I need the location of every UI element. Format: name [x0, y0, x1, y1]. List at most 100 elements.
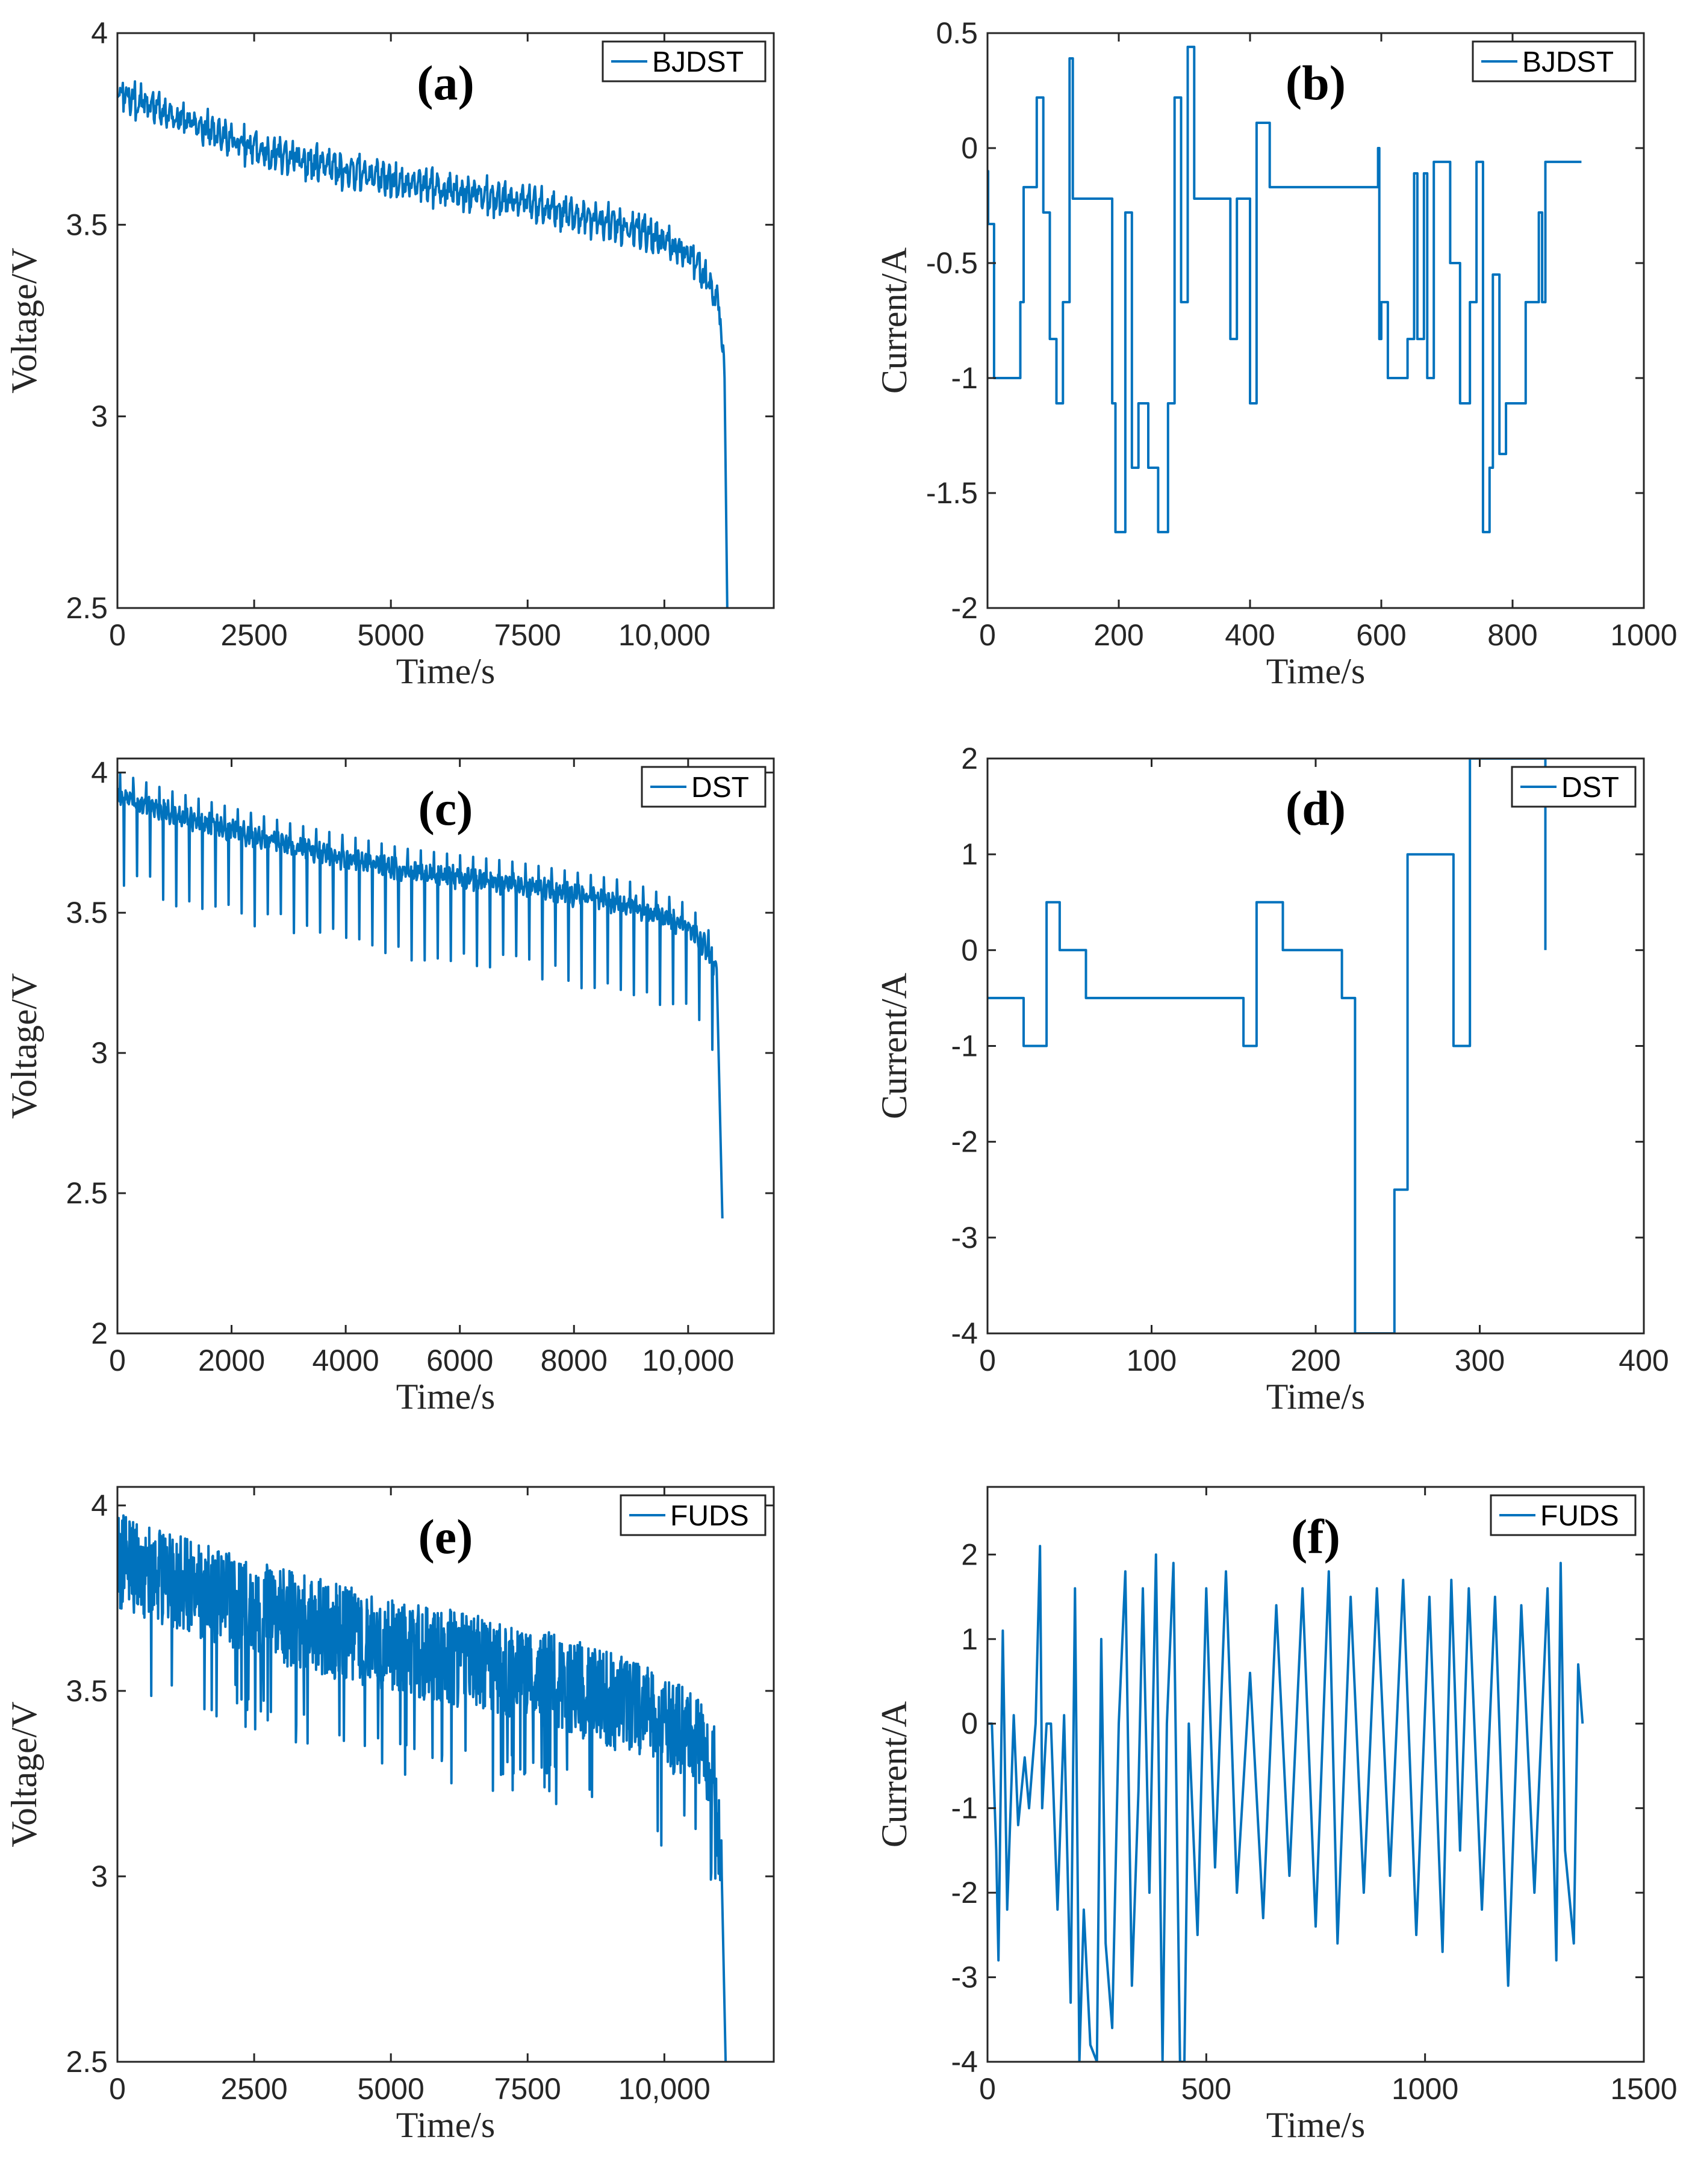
legend-label: FUDS — [670, 1500, 749, 1532]
x-tick-label: 5000 — [358, 618, 425, 652]
y-tick-label: 0 — [961, 933, 978, 967]
x-tick-label: 1000 — [1392, 2072, 1458, 2106]
y-tick-label: -1 — [951, 1792, 978, 1825]
panel-c: 0 2000 4000 6000 8000 10,000 2 2.5 3 3.5 4 Time/s Vo… — [4, 755, 775, 1416]
x-tick-label: 2500 — [220, 618, 287, 652]
legend-label: BJDST — [1522, 46, 1614, 78]
x-axis-label: Time/s — [1266, 651, 1366, 691]
y-tick-label: -4 — [951, 1317, 978, 1350]
x-tick-label: 10,000 — [618, 618, 711, 652]
x-tick-label: 500 — [1181, 2072, 1231, 2106]
x-tick-label: 100 — [1127, 1344, 1177, 1377]
panel-b: 0 200 400 600 800 1000 -2 -1.5 -1 -0.5 0 0.5 Time/s C… — [874, 16, 1678, 691]
x-tick-label: 200 — [1093, 618, 1143, 652]
x-axis-label: Time/s — [396, 2105, 496, 2145]
y-tick-label: 0.5 — [936, 16, 978, 50]
y-tick-label: 3.5 — [66, 1674, 108, 1708]
series-line-d-dst — [988, 759, 1547, 1333]
x-tick-label: 10,000 — [618, 2072, 711, 2106]
axes-box-c — [116, 757, 775, 1335]
legend-label: FUDS — [1540, 1500, 1619, 1532]
y-tick-label: -2 — [951, 1125, 978, 1159]
legend-label: BJDST — [652, 46, 744, 78]
y-tick-label: 2.5 — [66, 1176, 108, 1210]
x-tick-label: 8000 — [541, 1344, 608, 1377]
x-tick-label: 1000 — [1610, 618, 1677, 652]
panel-e: 0 2500 5000 7500 10,000 2.5 3 3.5 4 Time/s Voltage… — [4, 1486, 775, 2145]
series-line-f-fuds — [988, 1545, 1584, 2062]
y-tick-label: -4 — [951, 2045, 978, 2079]
x-tick-label: 2500 — [220, 2072, 287, 2106]
y-tick-label: -2 — [951, 1876, 978, 1909]
y-tick-label: 3 — [91, 1860, 108, 1893]
y-tick-label: 3 — [91, 1036, 108, 1070]
y-tick-label: -1.5 — [926, 476, 978, 510]
y-tick-label: 3.5 — [66, 208, 108, 241]
series-line-e-fuds — [117, 1514, 727, 2062]
axes-box-a — [116, 32, 775, 609]
y-tick-label: -1 — [951, 1029, 978, 1063]
x-tick-label: 0 — [109, 618, 126, 652]
y-tick-label: -1 — [951, 361, 978, 395]
plot-area-a — [117, 33, 774, 608]
x-tick-label: 300 — [1455, 1344, 1505, 1377]
x-tick-label: 0 — [979, 1344, 996, 1377]
y-tick-label: 0 — [961, 1707, 978, 1740]
panel-d: 0 100 200 300 400 -4 -3 -2 -1 0 1 2 Time/s Current/A (… — [874, 742, 1669, 1416]
series-line-a-bjdst — [117, 80, 729, 608]
y-axis-label: Voltage/V — [4, 1701, 44, 1847]
panel-title: (d) — [1286, 781, 1346, 836]
axes-box-f — [986, 1486, 1645, 2063]
y-tick-label: 2.5 — [66, 2045, 108, 2079]
x-tick-label: 6000 — [426, 1344, 493, 1377]
y-tick-label: 2.5 — [66, 591, 108, 625]
y-tick-label: 4 — [91, 755, 108, 789]
y-tick-label: 3.5 — [66, 896, 108, 929]
x-tick-label: 7500 — [494, 2072, 561, 2106]
x-tick-label: 5000 — [358, 2072, 425, 2106]
y-tick-label: 4 — [91, 16, 108, 50]
y-axis-label: Voltage/V — [4, 973, 44, 1118]
series-line-c-dst — [117, 772, 724, 1219]
plot-area-b — [988, 33, 1644, 608]
series-line-b-bjdst — [988, 45, 1582, 533]
y-tick-label: 2 — [91, 1317, 108, 1350]
x-tick-label: 7500 — [494, 618, 561, 652]
x-tick-label: 800 — [1487, 618, 1537, 652]
x-axis-label: Time/s — [1266, 1377, 1366, 1416]
x-axis-label: Time/s — [396, 651, 496, 691]
x-tick-label: 0 — [979, 2072, 996, 2106]
y-axis-label: Voltage/V — [4, 247, 44, 393]
x-axis-label: Time/s — [396, 1377, 496, 1416]
panel-title: (c) — [418, 781, 473, 836]
x-axis-label: Time/s — [1266, 2105, 1366, 2145]
x-tick-label: 1500 — [1610, 2072, 1677, 2106]
plot-area-c — [117, 759, 774, 1333]
legend-label: DST — [1561, 772, 1619, 804]
y-tick-label: 0 — [961, 131, 978, 165]
y-axis-label: Current/A — [874, 1701, 914, 1847]
axes-box-b — [986, 32, 1645, 609]
legend-label: DST — [691, 772, 749, 804]
panel-title: (a) — [417, 55, 474, 110]
panel-a: 0 2500 5000 7500 10,000 2.5 3 3.5 4 Time/s Voltage… — [4, 16, 775, 691]
y-tick-label: 1 — [961, 837, 978, 871]
x-tick-label: 4000 — [313, 1344, 379, 1377]
y-tick-label: -3 — [951, 1961, 978, 1994]
x-tick-label: 10,000 — [642, 1344, 734, 1377]
y-axis-label: Current/A — [874, 973, 914, 1119]
y-tick-label: -0.5 — [926, 246, 978, 280]
x-tick-label: 400 — [1619, 1344, 1669, 1377]
x-tick-label: 600 — [1356, 618, 1406, 652]
y-tick-label: -2 — [951, 591, 978, 625]
y-tick-label: 2 — [961, 1537, 978, 1571]
panel-f: 0 500 1000 1500 -4 -3 -2 -1 0 1 2 Time/s Current/A (f… — [874, 1486, 1678, 2145]
panel-title: (b) — [1286, 55, 1346, 110]
y-tick-label: 1 — [961, 1622, 978, 1656]
x-tick-label: 400 — [1225, 618, 1275, 652]
plot-area-d — [988, 759, 1644, 1333]
y-tick-label: 2 — [961, 742, 978, 775]
y-tick-label: 4 — [91, 1489, 108, 1522]
x-tick-label: 2000 — [198, 1344, 265, 1377]
